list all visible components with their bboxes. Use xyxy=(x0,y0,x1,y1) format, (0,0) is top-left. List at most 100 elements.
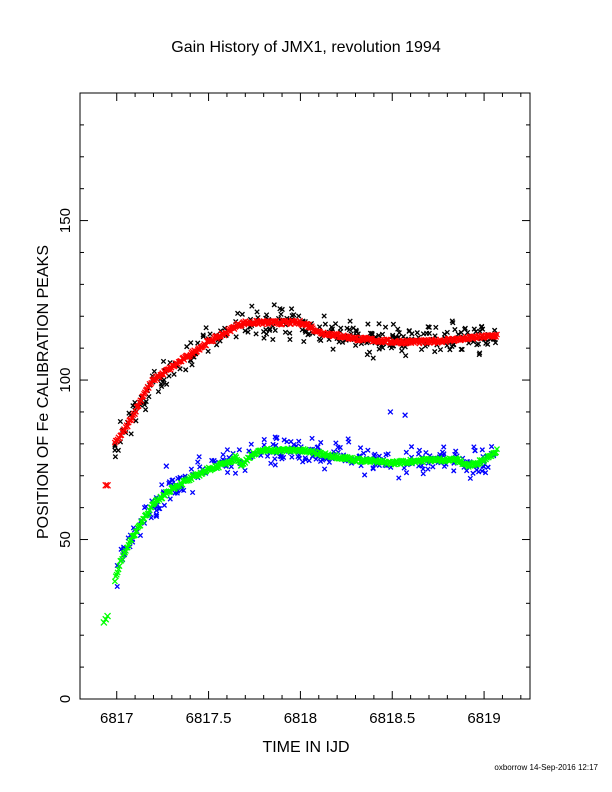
data-point xyxy=(360,450,367,456)
data-point xyxy=(365,447,371,453)
y-axis: 0 50 100 150 xyxy=(57,92,530,703)
data-point xyxy=(205,348,211,354)
x-tick-label: 6818 xyxy=(284,710,317,727)
x-tick-label: 6817.5 xyxy=(186,710,232,727)
data-point xyxy=(235,310,241,317)
data-point xyxy=(153,513,159,519)
data-point xyxy=(420,466,426,472)
series-2 xyxy=(102,481,112,489)
data-point xyxy=(441,463,448,470)
data-point xyxy=(271,302,277,308)
data-point xyxy=(423,449,429,456)
data-point xyxy=(128,431,134,437)
data-point xyxy=(133,418,139,424)
data-point xyxy=(273,435,279,442)
series-1 xyxy=(111,317,500,446)
data-point xyxy=(260,329,267,335)
timestamp-stamp: oxborrow 14-Sep-2016 12:17 xyxy=(494,763,598,772)
data-point xyxy=(224,469,231,476)
data-point xyxy=(188,340,194,346)
data-point xyxy=(300,459,306,465)
data-point xyxy=(453,448,459,454)
data-point xyxy=(390,332,396,338)
data-point xyxy=(380,345,386,351)
data-point xyxy=(163,463,170,470)
data-point xyxy=(414,330,420,336)
series-5 xyxy=(100,612,112,626)
data-point xyxy=(376,332,382,339)
x-axis-label: TIME IN IJD xyxy=(262,739,349,756)
series-4 xyxy=(111,445,500,585)
data-point xyxy=(408,444,415,450)
data-point xyxy=(239,311,245,317)
data-point xyxy=(462,325,468,331)
data-point xyxy=(332,321,339,327)
data-point xyxy=(396,475,402,481)
data-point xyxy=(416,447,423,453)
data-point xyxy=(111,578,118,585)
data-point xyxy=(232,470,239,476)
data-point xyxy=(473,329,479,335)
data-point xyxy=(195,459,201,465)
data-point xyxy=(284,439,290,445)
plot-frame xyxy=(79,92,531,700)
data-point xyxy=(420,471,426,477)
data-point xyxy=(158,383,165,390)
data-point xyxy=(470,470,476,476)
data-point xyxy=(488,443,495,450)
data-point xyxy=(183,367,189,373)
x-axis: 6817 6817.5 6818 6818.5 6819 xyxy=(100,93,522,727)
data-point xyxy=(353,327,359,333)
data-point xyxy=(385,451,391,457)
data-point xyxy=(126,410,132,416)
data-point xyxy=(280,454,287,461)
data-point xyxy=(288,306,295,312)
data-point xyxy=(287,336,293,343)
data-point xyxy=(114,583,120,590)
data-point xyxy=(289,313,295,319)
data-point xyxy=(437,346,444,353)
data-point xyxy=(112,447,118,453)
data-point xyxy=(188,466,195,472)
plot-border xyxy=(79,92,531,700)
data-point xyxy=(364,351,371,358)
y-tick-label: 0 xyxy=(57,695,74,703)
data-point xyxy=(382,324,389,330)
data-point xyxy=(203,325,209,331)
data-point xyxy=(485,464,491,470)
data-point xyxy=(477,350,483,356)
data-point xyxy=(369,330,375,337)
data-point xyxy=(100,618,108,626)
data-point xyxy=(370,466,376,472)
chart-title: Gain History of JMX1, revolution 1994 xyxy=(171,39,441,56)
data-point xyxy=(317,458,324,464)
data-point xyxy=(302,329,309,335)
data-point xyxy=(403,352,409,359)
data-point xyxy=(491,327,498,333)
data-point xyxy=(441,444,447,450)
data-point xyxy=(471,326,477,332)
data-point xyxy=(236,447,243,453)
data-point xyxy=(309,435,315,442)
data-point xyxy=(299,327,305,333)
data-point xyxy=(441,451,447,457)
data-point xyxy=(102,481,110,489)
data-point xyxy=(233,334,239,340)
data-point xyxy=(478,324,485,330)
data-point xyxy=(289,454,295,460)
data-point xyxy=(329,326,336,332)
data-point xyxy=(248,441,254,447)
data-point xyxy=(482,470,489,476)
data-point xyxy=(316,336,323,342)
data-point xyxy=(163,381,170,387)
data-point xyxy=(155,388,162,395)
data-point xyxy=(184,344,190,350)
data-point xyxy=(399,348,405,354)
data-point xyxy=(432,348,438,355)
data-point xyxy=(306,457,312,464)
data-point xyxy=(347,318,353,324)
data-point xyxy=(302,455,308,461)
data-point xyxy=(321,466,328,472)
data-point xyxy=(159,482,165,488)
data-point xyxy=(476,469,482,475)
